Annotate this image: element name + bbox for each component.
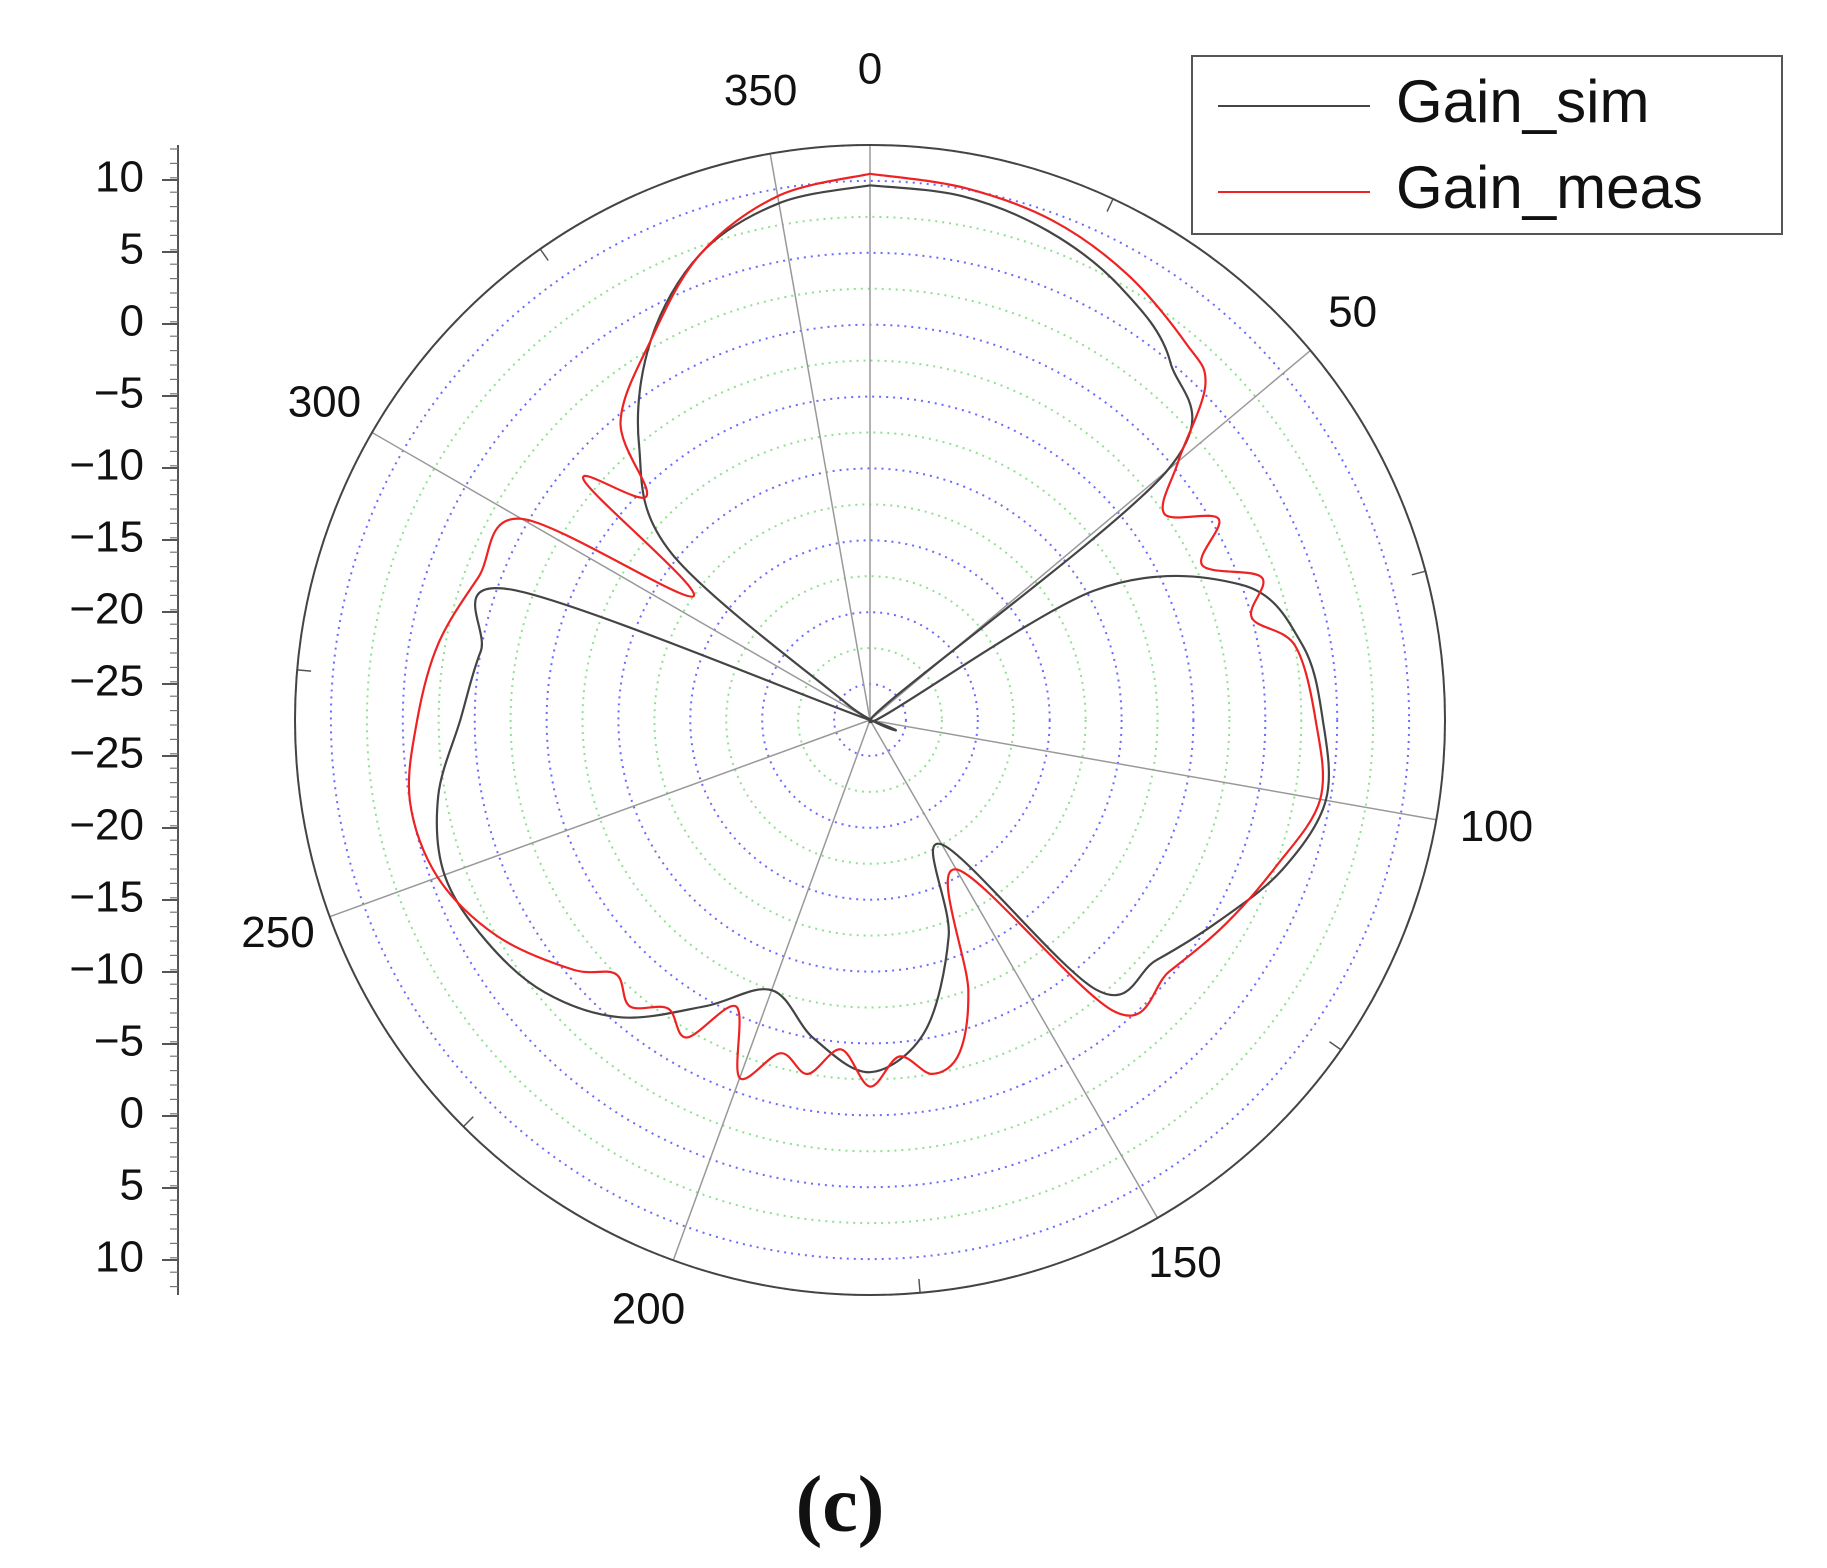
angle-label: 350 xyxy=(724,66,797,115)
angle-minor-tick xyxy=(539,248,549,261)
outer-circle xyxy=(294,144,1446,1296)
legend: Gain_sim Gain_meas xyxy=(1191,55,1783,235)
radial-tick-label: −25 xyxy=(69,657,144,706)
figure-caption: (c) xyxy=(795,1461,885,1549)
radial-tick-label: −5 xyxy=(94,369,144,418)
radial-tick-label: −20 xyxy=(69,801,144,850)
radial-tick-label: 5 xyxy=(120,1161,144,1210)
legend-box xyxy=(1191,55,1783,235)
grid-ring xyxy=(797,647,943,793)
grid-ring xyxy=(689,539,1051,901)
angle-label: 200 xyxy=(612,1285,685,1334)
angle-label: 250 xyxy=(241,908,314,957)
angle-spoke xyxy=(869,719,1159,1219)
series-line-Gain_sim xyxy=(435,184,1331,1074)
angle-minor-tick xyxy=(1411,570,1426,576)
radial-tick-label: −5 xyxy=(94,1017,144,1066)
angle-minor-tick xyxy=(462,1116,474,1128)
radial-tick-label: 10 xyxy=(95,1233,144,1282)
grid-ring xyxy=(761,611,979,829)
radial-tick-label: −25 xyxy=(69,729,144,778)
grid-ring xyxy=(581,431,1159,1009)
radial-tick-label: 0 xyxy=(120,1089,144,1138)
radial-tick-label: −15 xyxy=(69,513,144,562)
grid-ring xyxy=(401,251,1339,1189)
radial-tick-label: −20 xyxy=(69,585,144,634)
angle-label: 50 xyxy=(1328,288,1377,337)
grid-ring xyxy=(509,359,1231,1081)
radial-axis: 10 5 0 −5 −10 −15 −20 −25 −25 −20 −15 −10 −5 0 5 10 xyxy=(69,145,179,1295)
angle-minor-tick xyxy=(1106,198,1114,212)
series-layer xyxy=(407,172,1331,1088)
angle-spoke xyxy=(371,431,871,721)
angle-label: 100 xyxy=(1460,802,1533,851)
angle-labels: 0 50 100 150 200 250 300 350 xyxy=(241,45,1533,1334)
angle-spoke xyxy=(329,719,871,918)
angle-label: 0 xyxy=(858,45,882,94)
radial-tick-label: −10 xyxy=(69,945,144,994)
outer-circle-line xyxy=(294,144,1446,1296)
angle-minor-tick xyxy=(918,1278,921,1293)
angle-label: 150 xyxy=(1148,1238,1221,1287)
radial-tick-label: −10 xyxy=(69,441,144,490)
series-line-Gain_meas xyxy=(407,172,1325,1088)
angle-spoke xyxy=(769,153,871,721)
angle-spoke xyxy=(869,719,1437,821)
angle-label: 300 xyxy=(288,378,361,427)
grid-ring xyxy=(545,395,1195,1045)
legend-label-Gain_sim: Gain_sim xyxy=(1396,68,1649,135)
angle-minor-tick xyxy=(1329,1041,1342,1051)
legend-label-Gain_meas: Gain_meas xyxy=(1396,154,1703,221)
radial-tick-label: 10 xyxy=(95,153,144,202)
grid-ring xyxy=(365,215,1375,1225)
radial-tick-label: 0 xyxy=(120,297,144,346)
radial-tick-label: −15 xyxy=(69,873,144,922)
angle-minor-tick xyxy=(297,669,312,672)
grid-ring xyxy=(329,179,1411,1261)
grid-ring xyxy=(725,575,1015,865)
radial-tick-label: 5 xyxy=(120,225,144,274)
